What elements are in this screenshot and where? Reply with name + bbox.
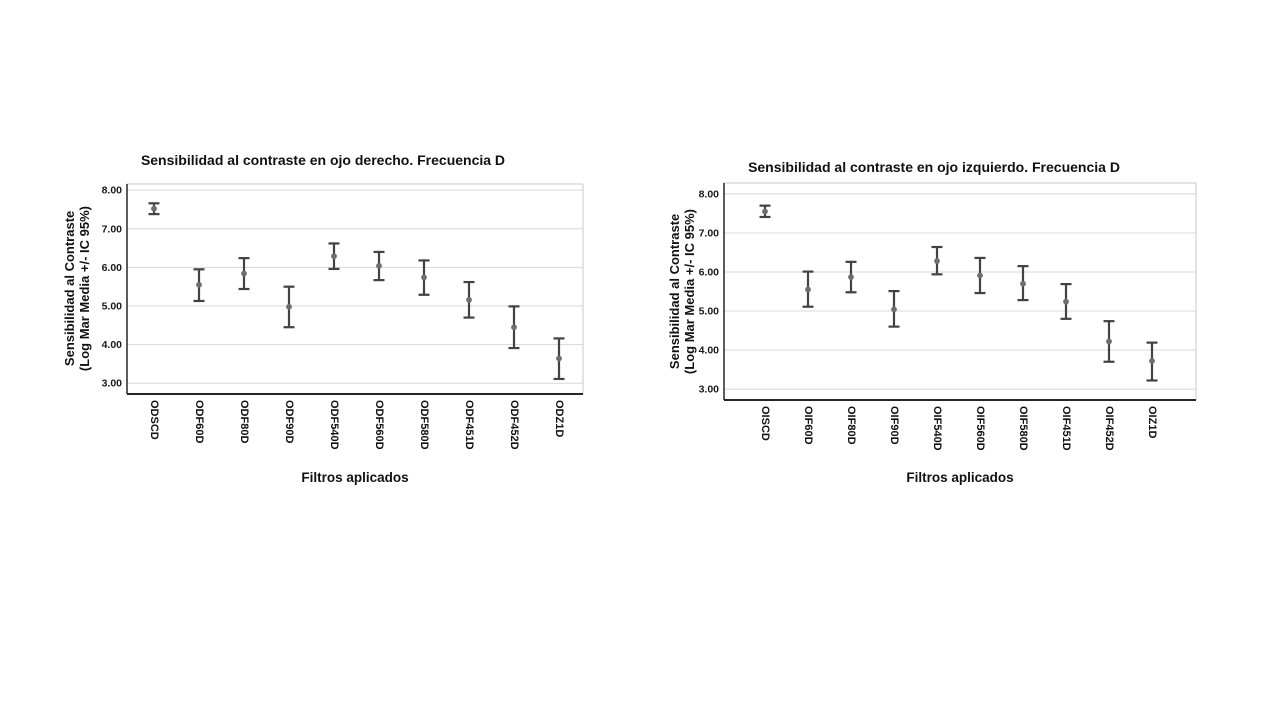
svg-text:4.00: 4.00 xyxy=(102,339,123,351)
svg-text:7.00: 7.00 xyxy=(699,227,720,239)
svg-text:5.00: 5.00 xyxy=(102,300,123,312)
svg-text:6.00: 6.00 xyxy=(102,262,123,274)
svg-text:OIF560D: OIF560D xyxy=(974,406,986,451)
svg-text:OIF451D: OIF451D xyxy=(1060,406,1072,451)
svg-text:ODF60D: ODF60D xyxy=(193,400,205,443)
svg-text:ODF580D: ODF580D xyxy=(418,400,430,450)
svg-text:8.00: 8.00 xyxy=(699,188,720,200)
svg-text:7.00: 7.00 xyxy=(102,223,123,235)
svg-text:ODF540D: ODF540D xyxy=(328,400,340,450)
svg-text:OISCD: OISCD xyxy=(759,406,771,441)
x-axis-label: Filtros aplicados xyxy=(906,470,1014,485)
svg-text:OIF452D: OIF452D xyxy=(1103,406,1115,451)
svg-text:ODZ1D: ODZ1D xyxy=(553,400,565,437)
error-bar-plot: 8.00 7.00 6.00 5.00 4.00 3.00 OISCD OIF60D OIF80… xyxy=(699,182,1197,451)
svg-text:OIF540D: OIF540D xyxy=(931,406,943,451)
svg-text:OIF60D: OIF60D xyxy=(802,406,814,445)
svg-text:ODSCD: ODSCD xyxy=(148,400,160,440)
chart-title: Sensibilidad al contraste en ojo izquier… xyxy=(748,159,1120,175)
svg-text:3.00: 3.00 xyxy=(699,384,720,396)
svg-text:ODF80D: ODF80D xyxy=(238,400,250,443)
chart-left-eye: Sensibilidad al contraste en ojo izquier… xyxy=(658,150,1210,495)
svg-text:OIF80D: OIF80D xyxy=(845,406,857,445)
error-bar-plot: 8.00 7.00 6.00 5.00 4.00 3.00 ODSCD ODF60D ODF80… xyxy=(102,183,584,450)
svg-text:8.00: 8.00 xyxy=(102,185,123,197)
svg-text:OIF580D: OIF580D xyxy=(1017,406,1029,451)
chart-title: Sensibilidad al contraste en ojo derecho… xyxy=(140,152,506,168)
svg-text:3.00: 3.00 xyxy=(102,378,123,390)
svg-text:OIZ1D: OIZ1D xyxy=(1146,406,1158,438)
svg-text:ODF560D: ODF560D xyxy=(373,400,385,450)
svg-text:ODF451D: ODF451D xyxy=(463,400,475,450)
svg-text:6.00: 6.00 xyxy=(699,266,720,278)
svg-text:OIF90D: OIF90D xyxy=(888,406,900,445)
svg-text:ODF452D: ODF452D xyxy=(508,400,520,450)
chart-right-eye: Sensibilidad al contraste en ojo derecho… xyxy=(58,150,588,495)
x-axis-label: Filtros aplicados xyxy=(301,470,409,485)
svg-text:4.00: 4.00 xyxy=(699,345,720,357)
svg-text:ODF90D: ODF90D xyxy=(283,400,295,443)
svg-text:5.00: 5.00 xyxy=(699,306,720,318)
